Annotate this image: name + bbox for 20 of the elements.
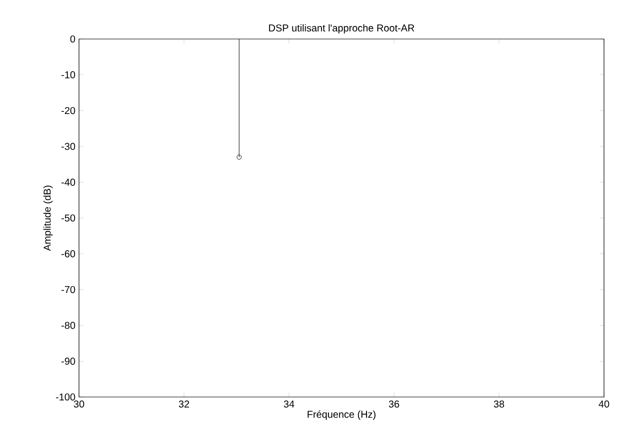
y-tick-label: -30: [62, 142, 76, 150]
x-tick-label: 38: [494, 400, 504, 408]
x-axis-title: Fréquence (Hz): [308, 410, 376, 420]
y-tick-label: -40: [62, 178, 76, 186]
x-tick-label: 40: [598, 400, 610, 408]
y-tick-label: -80: [62, 322, 76, 329]
y-tick-label: 0: [70, 35, 76, 43]
x-tick-label: 34: [284, 400, 294, 408]
y-axis-title: Amplitude (dB): [43, 186, 53, 251]
x-tick-label: 36: [388, 400, 400, 408]
y-tick-label: -70: [62, 286, 76, 294]
y-tick-label: -90: [62, 358, 76, 365]
y-tick-label: -20: [62, 107, 76, 114]
x-tick-label: 30: [74, 400, 84, 408]
y-tick-label: -100: [56, 393, 76, 401]
x-tick-label: 32: [178, 400, 190, 408]
chart-title: DSP utilisant l'approche Root-AR: [269, 24, 414, 34]
y-tick-label: -60: [62, 250, 76, 258]
y-tick-label: -50: [62, 214, 76, 222]
y-tick-label: -10: [62, 71, 76, 78]
